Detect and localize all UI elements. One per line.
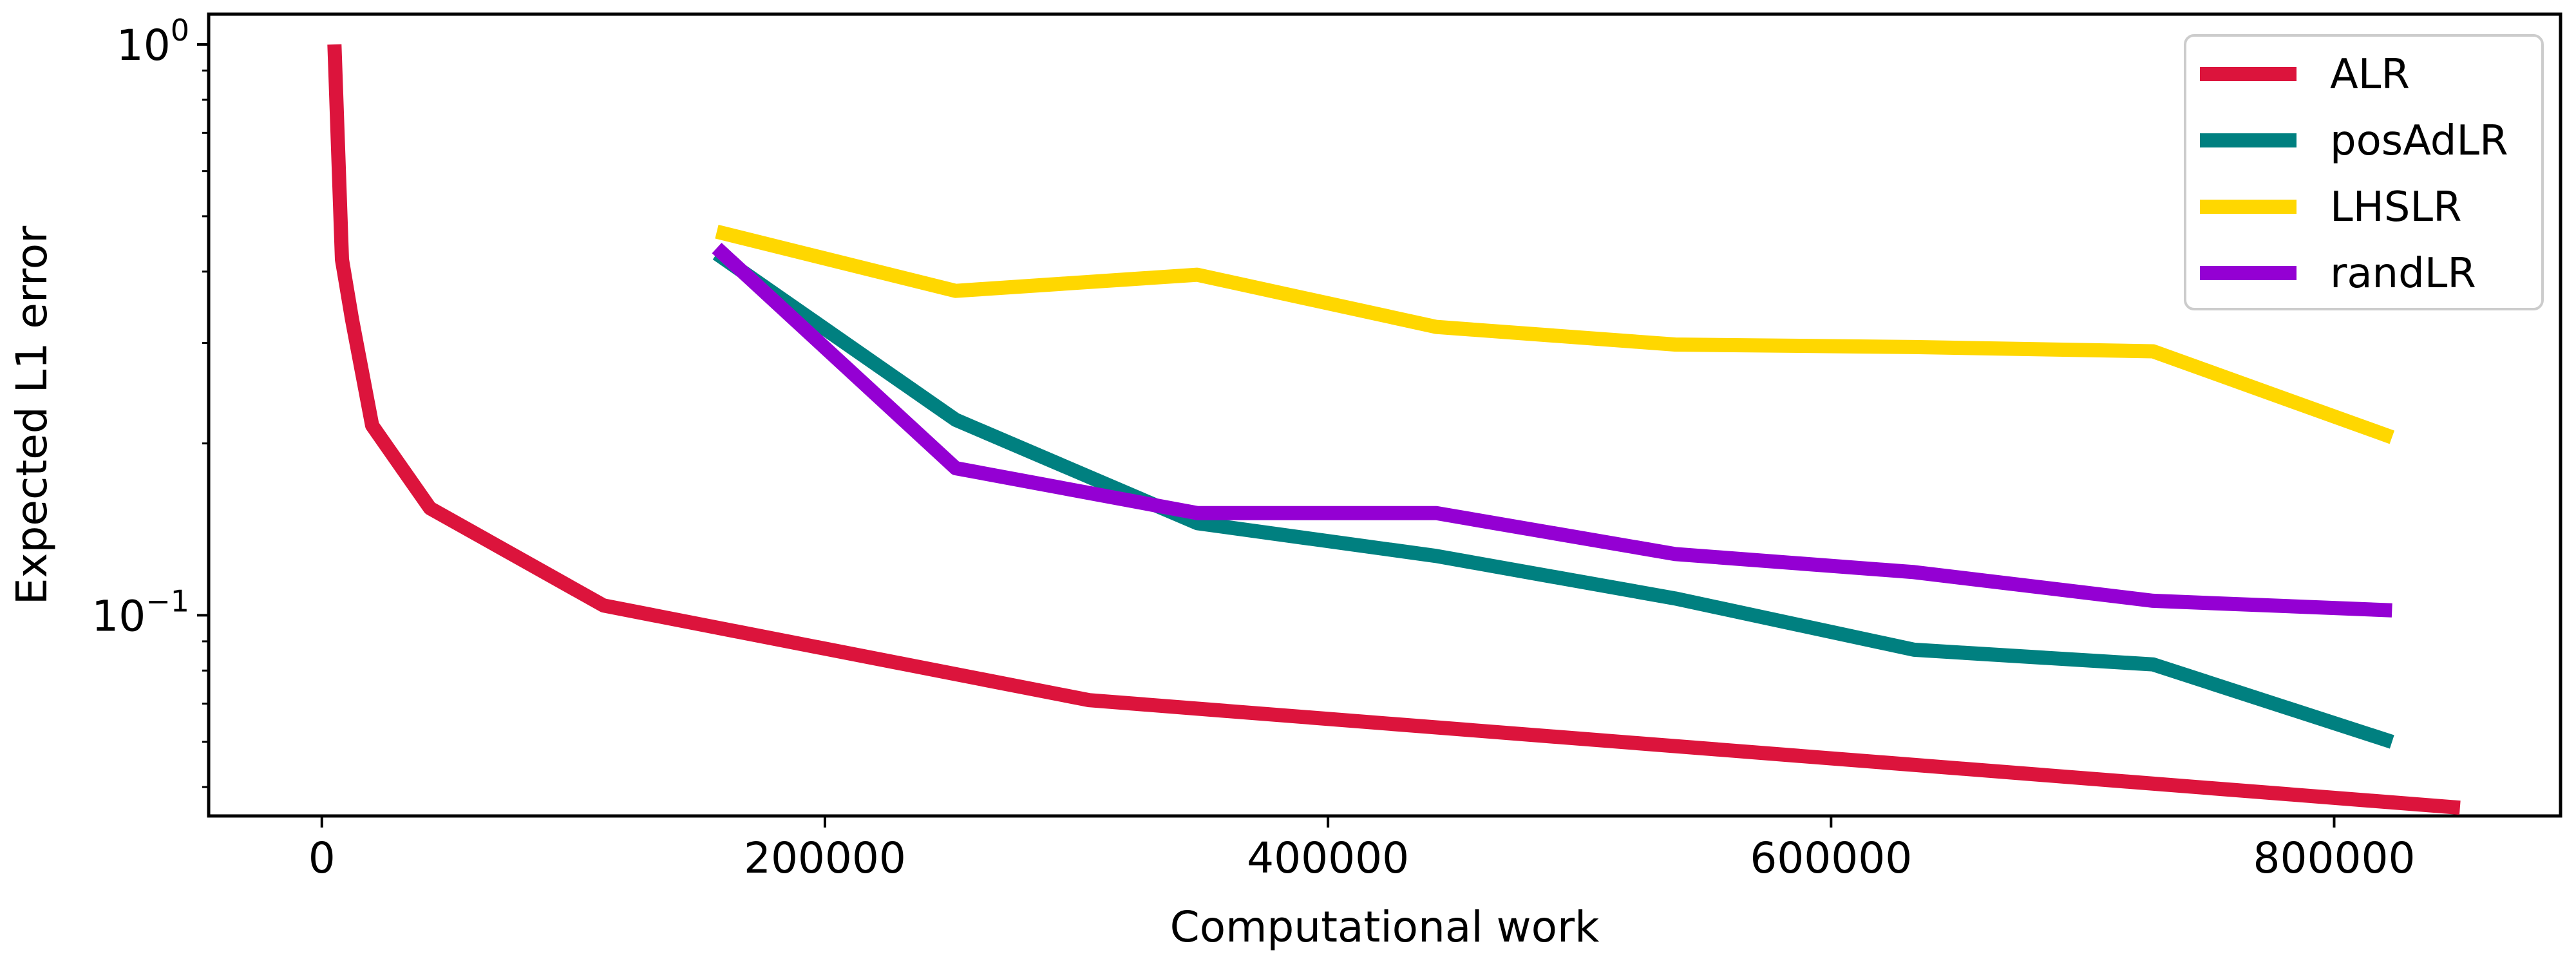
series-line-lhslr <box>715 225 2395 444</box>
legend-label-lhslr: LHSLR <box>2330 184 2462 231</box>
y-axis-label: Expected L1 error <box>7 225 57 605</box>
legend-label-posadlr: posAdLR <box>2330 117 2508 165</box>
x-tick-label: 0 <box>308 833 336 883</box>
x-tick-label: 800000 <box>2253 833 2415 883</box>
legend-label-randlr: randLR <box>2330 250 2476 298</box>
y-tick-label: 10−1 <box>91 583 189 641</box>
legend-box <box>2184 34 2544 310</box>
y-tick-label: 100 <box>117 13 189 70</box>
y-tick-exponent: 0 <box>171 13 189 48</box>
y-tick-exponent: −1 <box>146 583 189 618</box>
y-tick-base: 10 <box>117 21 171 70</box>
legend: ALR posAdLR LHSLR randLR <box>2184 34 2544 310</box>
series-line-posadlr <box>712 247 2394 749</box>
y-tick-base: 10 <box>91 591 146 641</box>
series-line-alr <box>327 44 2461 815</box>
x-tick-label: 400000 <box>1247 833 1409 883</box>
legend-label-alr: ALR <box>2330 51 2410 99</box>
plot-area-frame <box>207 12 2562 818</box>
x-axis: 0 200000 400000 600000 800000 <box>308 816 2415 883</box>
series-layer <box>327 44 2461 815</box>
x-tick-label: 200000 <box>744 833 906 883</box>
x-axis-label: Computational work <box>1170 902 1600 952</box>
series-line-randlr <box>712 243 2392 618</box>
x-tick-label: 600000 <box>1750 833 1912 883</box>
